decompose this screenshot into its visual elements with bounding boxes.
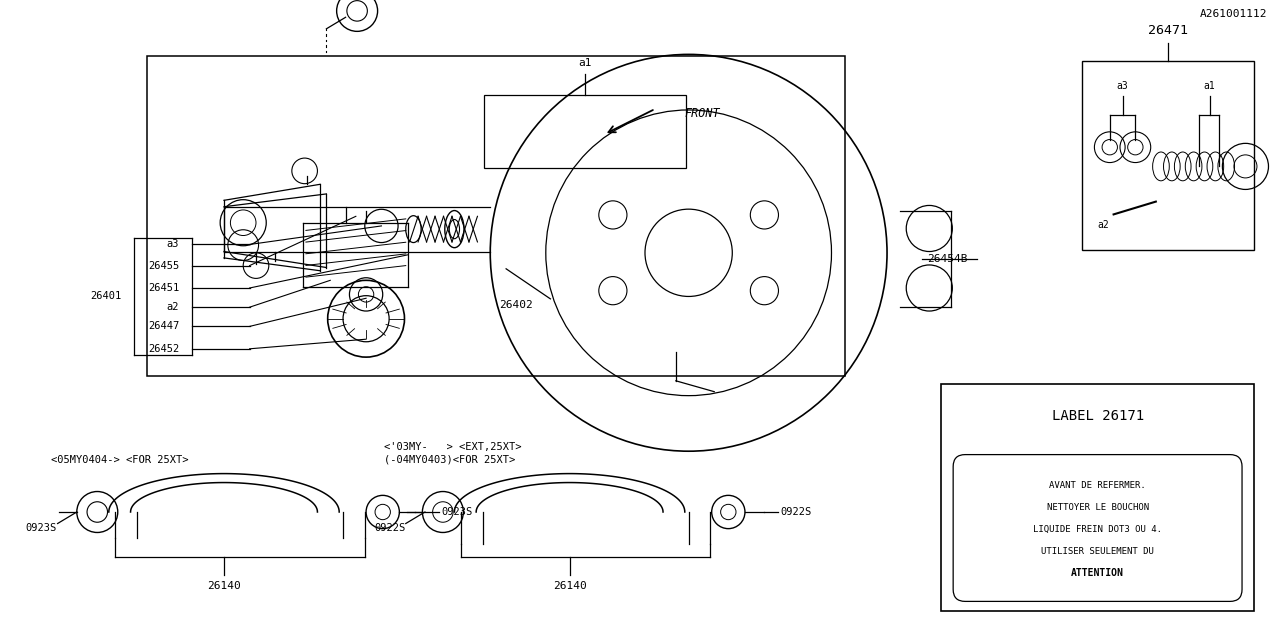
Text: 26402: 26402 bbox=[499, 300, 532, 310]
Text: a3: a3 bbox=[1116, 81, 1129, 92]
Bar bbox=[1082, 61, 1254, 250]
Text: 0922S: 0922S bbox=[375, 523, 406, 533]
Text: LIQUIDE FREIN DOT3 OU 4.: LIQUIDE FREIN DOT3 OU 4. bbox=[1033, 525, 1162, 534]
Text: ATTENTION: ATTENTION bbox=[1071, 568, 1124, 578]
Text: 26471: 26471 bbox=[1148, 24, 1188, 36]
Bar bbox=[941, 384, 1254, 611]
Text: a2: a2 bbox=[166, 302, 179, 312]
Bar bbox=[147, 56, 845, 376]
Text: FRONT: FRONT bbox=[685, 108, 721, 120]
Text: 26452: 26452 bbox=[148, 344, 179, 354]
Text: 0923S: 0923S bbox=[442, 507, 472, 517]
Text: AVANT DE REFERMER.: AVANT DE REFERMER. bbox=[1050, 481, 1146, 490]
Text: 26451: 26451 bbox=[148, 283, 179, 293]
Text: 26447: 26447 bbox=[148, 321, 179, 332]
Text: 0922S: 0922S bbox=[781, 507, 812, 517]
Text: a2: a2 bbox=[1097, 220, 1108, 230]
Text: <'03MY-   > <EXT,25XT>: <'03MY- > <EXT,25XT> bbox=[384, 442, 521, 452]
Text: a1: a1 bbox=[579, 58, 591, 68]
Text: LABEL 26171: LABEL 26171 bbox=[1052, 409, 1143, 423]
Text: 0923S: 0923S bbox=[26, 523, 56, 533]
Text: a3: a3 bbox=[166, 239, 179, 250]
Bar bbox=[484, 95, 686, 168]
FancyBboxPatch shape bbox=[954, 454, 1242, 602]
Text: NETTOYER LE BOUCHON: NETTOYER LE BOUCHON bbox=[1047, 503, 1148, 512]
Text: 26140: 26140 bbox=[207, 580, 241, 591]
Text: <05MY0404-> <FOR 25XT>: <05MY0404-> <FOR 25XT> bbox=[51, 454, 188, 465]
Text: 26454B: 26454B bbox=[927, 254, 968, 264]
Text: a1: a1 bbox=[1203, 81, 1216, 92]
Text: A261001112: A261001112 bbox=[1199, 9, 1267, 19]
Text: (-04MY0403)<FOR 25XT>: (-04MY0403)<FOR 25XT> bbox=[384, 454, 516, 465]
Text: 26455: 26455 bbox=[148, 260, 179, 271]
Text: 26140: 26140 bbox=[553, 580, 586, 591]
Text: 26401: 26401 bbox=[91, 291, 122, 301]
Text: UTILISER SEULEMENT DU: UTILISER SEULEMENT DU bbox=[1041, 547, 1155, 556]
